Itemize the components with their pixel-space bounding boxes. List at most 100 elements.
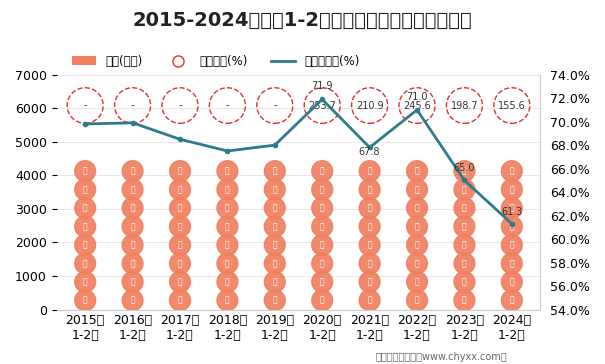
Text: 155.6: 155.6 xyxy=(498,100,526,111)
Ellipse shape xyxy=(359,234,380,256)
Ellipse shape xyxy=(312,216,333,237)
Text: 制图：智研咨询（www.chyxx.com）: 制图：智研咨询（www.chyxx.com） xyxy=(376,352,508,362)
Ellipse shape xyxy=(502,179,522,200)
Ellipse shape xyxy=(264,290,285,311)
Ellipse shape xyxy=(312,272,333,292)
Text: 债: 债 xyxy=(83,185,88,194)
Text: 债: 债 xyxy=(178,259,182,268)
Text: 债: 债 xyxy=(462,259,466,268)
Text: 债: 债 xyxy=(83,259,88,268)
Text: 债: 债 xyxy=(178,185,182,194)
Text: 债: 债 xyxy=(414,277,419,286)
Text: 债: 债 xyxy=(414,203,419,213)
Ellipse shape xyxy=(75,253,96,274)
Ellipse shape xyxy=(264,253,285,274)
Text: 债: 债 xyxy=(320,185,324,194)
Text: 债: 债 xyxy=(225,259,230,268)
Text: 债: 债 xyxy=(225,222,230,231)
Ellipse shape xyxy=(454,253,475,274)
Text: 210.9: 210.9 xyxy=(356,100,384,111)
Ellipse shape xyxy=(169,234,191,256)
Text: 债: 债 xyxy=(130,222,135,231)
Text: 债: 债 xyxy=(272,296,277,305)
Ellipse shape xyxy=(217,272,238,292)
Ellipse shape xyxy=(75,234,96,256)
Ellipse shape xyxy=(502,253,522,274)
Ellipse shape xyxy=(407,290,428,311)
Text: 71.9: 71.9 xyxy=(312,81,333,91)
Ellipse shape xyxy=(312,253,333,274)
Ellipse shape xyxy=(407,216,428,237)
Ellipse shape xyxy=(264,198,285,218)
Ellipse shape xyxy=(359,179,380,200)
Text: 债: 债 xyxy=(272,222,277,231)
Ellipse shape xyxy=(502,198,522,218)
Text: 债: 债 xyxy=(367,167,372,176)
Text: 253.7: 253.7 xyxy=(309,100,336,111)
Ellipse shape xyxy=(407,161,428,182)
Ellipse shape xyxy=(217,234,238,256)
Text: 债: 债 xyxy=(320,222,324,231)
Text: 债: 债 xyxy=(178,203,182,213)
Text: 债: 债 xyxy=(272,185,277,194)
Text: 债: 债 xyxy=(367,296,372,305)
Text: 67.8: 67.8 xyxy=(359,147,381,157)
Ellipse shape xyxy=(217,216,238,237)
Text: 债: 债 xyxy=(225,167,230,176)
Ellipse shape xyxy=(359,290,380,311)
Text: 债: 债 xyxy=(367,203,372,213)
Ellipse shape xyxy=(75,161,96,182)
Text: 债: 债 xyxy=(130,259,135,268)
Text: 债: 债 xyxy=(320,296,324,305)
Ellipse shape xyxy=(407,272,428,292)
Text: 债: 债 xyxy=(367,241,372,249)
Ellipse shape xyxy=(122,253,143,274)
Text: -: - xyxy=(226,100,229,111)
Text: 债: 债 xyxy=(130,241,135,249)
Text: 债: 债 xyxy=(414,222,419,231)
Text: 债: 债 xyxy=(367,185,372,194)
Text: 债: 债 xyxy=(509,222,514,231)
Ellipse shape xyxy=(359,161,380,182)
Text: 债: 债 xyxy=(509,241,514,249)
Text: 债: 债 xyxy=(83,222,88,231)
Text: 债: 债 xyxy=(509,167,514,176)
Ellipse shape xyxy=(122,234,143,256)
Text: 债: 债 xyxy=(320,241,324,249)
Text: 债: 债 xyxy=(320,259,324,268)
Text: 债: 债 xyxy=(367,259,372,268)
Text: 债: 债 xyxy=(83,241,88,249)
Ellipse shape xyxy=(454,272,475,292)
Text: 债: 债 xyxy=(320,277,324,286)
Text: 债: 债 xyxy=(178,296,182,305)
Text: 债: 债 xyxy=(462,203,466,213)
Ellipse shape xyxy=(454,216,475,237)
Ellipse shape xyxy=(312,161,333,182)
Ellipse shape xyxy=(217,198,238,218)
Ellipse shape xyxy=(502,216,522,237)
Ellipse shape xyxy=(122,290,143,311)
Ellipse shape xyxy=(169,272,191,292)
Ellipse shape xyxy=(407,179,428,200)
Ellipse shape xyxy=(122,198,143,218)
Text: 债: 债 xyxy=(414,241,419,249)
Ellipse shape xyxy=(264,216,285,237)
Ellipse shape xyxy=(312,179,333,200)
Text: 债: 债 xyxy=(130,167,135,176)
Ellipse shape xyxy=(122,179,143,200)
Ellipse shape xyxy=(217,161,238,182)
Ellipse shape xyxy=(169,253,191,274)
Text: -: - xyxy=(178,100,182,111)
Ellipse shape xyxy=(312,290,333,311)
Text: 65.0: 65.0 xyxy=(454,163,475,173)
Text: 债: 债 xyxy=(178,167,182,176)
Ellipse shape xyxy=(502,290,522,311)
Ellipse shape xyxy=(502,272,522,292)
Text: 债: 债 xyxy=(178,277,182,286)
Ellipse shape xyxy=(169,161,191,182)
Ellipse shape xyxy=(407,253,428,274)
Text: 债: 债 xyxy=(462,277,466,286)
Text: 债: 债 xyxy=(130,296,135,305)
Ellipse shape xyxy=(169,179,191,200)
Text: 债: 债 xyxy=(414,296,419,305)
